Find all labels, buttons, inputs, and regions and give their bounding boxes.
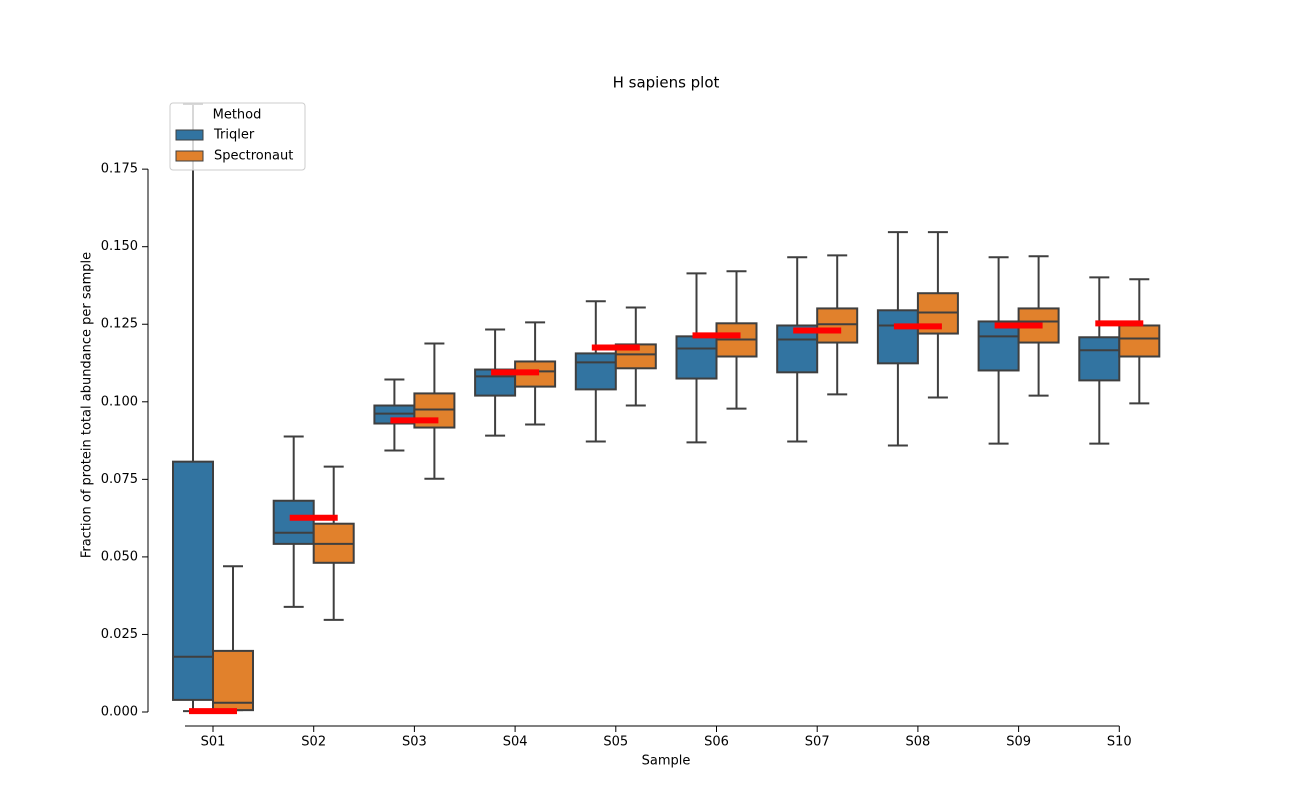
legend-swatch [175,150,204,162]
y-tick-label: 0.025 [101,627,138,642]
x-tick-label: S06 [704,735,729,750]
y-tick-label: 0.125 [101,317,138,332]
x-tick-label: S07 [805,735,830,750]
box [1078,336,1121,382]
box [675,335,718,380]
x-tick-label: S10 [1107,735,1132,750]
x-tick-label: S05 [603,735,628,750]
y-tick-label: 0.175 [101,162,138,177]
y-tick-label: 0.000 [101,705,138,720]
x-tick-label: S04 [503,735,528,750]
x-tick-label: S09 [1006,735,1031,750]
legend-label: Spectronaut [214,149,293,164]
box [172,460,214,701]
y-tick-label: 0.075 [101,472,138,487]
legend-label: Triqler [213,128,255,143]
x-axis-label: Sample [642,754,691,769]
y-tick-label: 0.150 [101,239,138,254]
x-tick-label: S02 [301,735,326,750]
box [816,307,859,344]
box [574,352,617,391]
box [1118,324,1161,358]
y-tick-label: 0.050 [101,549,138,564]
box [272,499,315,545]
box [977,320,1020,372]
legend-swatch [175,129,204,141]
legend-title: Method [213,108,262,123]
x-tick-label: S03 [402,735,427,750]
box [876,309,919,365]
legend-frame [169,102,306,171]
y-axis-label: Fraction of protein total abundance per … [80,252,95,558]
x-tick-label: S08 [906,735,931,750]
chart-title: H sapiens plot [613,74,720,92]
box [212,649,254,712]
y-tick-label: 0.100 [101,394,138,409]
x-tick-label: S01 [201,735,226,750]
